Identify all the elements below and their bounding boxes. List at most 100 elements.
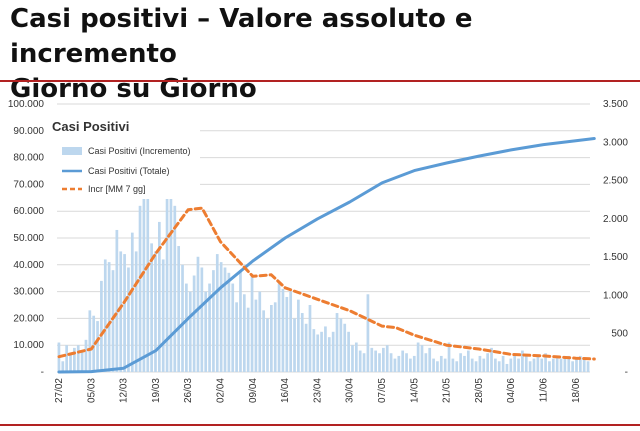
bar [548,361,551,372]
bar [138,205,142,372]
chart-title: Casi Positivi [52,119,129,134]
bar [347,331,350,372]
bar [412,355,416,372]
x-tick-label: 14/05 [409,378,420,403]
bar [335,313,339,372]
bar [258,291,262,372]
bar [358,350,362,372]
right-tick-label: - [625,367,628,378]
bar [405,353,408,372]
bar [289,291,293,372]
bar [200,267,204,372]
x-tick-label: 09/04 [248,378,259,403]
x-tick-label: 23/04 [312,378,323,403]
bar [235,302,238,372]
bar [88,310,92,372]
footer-divider [0,424,640,426]
bar [158,221,161,372]
bar [505,363,509,372]
bar [123,254,126,372]
bar [366,294,370,372]
bar [242,294,246,372]
bar [354,342,358,372]
bar [551,358,555,372]
bar [266,318,269,372]
bar [474,361,478,372]
bar [509,358,513,372]
bar [92,315,96,372]
bar [331,331,335,372]
bar [517,358,520,372]
bar [223,267,227,372]
x-tick-label: 21/05 [442,378,453,403]
left-tick-label: 50.000 [13,233,44,244]
bar [250,275,254,372]
bar [540,358,544,372]
x-tick-label: 12/03 [119,378,130,403]
bar [188,291,192,372]
x-tick-label: 07/05 [377,378,388,403]
bar [304,323,308,372]
page-title: Casi positivi – Valore assoluto e increm… [10,2,630,107]
bar [351,345,354,372]
legend-box [52,113,200,199]
bar [239,270,242,372]
left-tick-label: 100.000 [8,99,45,110]
title-line-1: Casi positivi – Valore assoluto e increm… [10,4,473,69]
left-axis-ticks: - 10.000 20.000 30.000 40.000 50.000 60.000 70.… [8,99,45,378]
bar [185,283,188,372]
x-tick-label: 02/04 [216,378,227,403]
bar [501,355,505,372]
x-tick-label: 30/04 [345,378,356,403]
bar [61,361,65,372]
bar [231,283,235,372]
bar [165,179,169,372]
bar [96,321,99,372]
bar [544,353,547,372]
bar [378,353,381,372]
bar [273,302,277,372]
bar [181,264,184,372]
bar [420,345,424,372]
legend-label-totale: Casi Positivi (Totale) [88,166,170,176]
bar [134,251,138,372]
bar [571,361,574,372]
bar [204,291,208,372]
bar [370,347,374,372]
bar [100,280,103,372]
bar [486,353,489,372]
bar [281,288,285,372]
bar [308,305,312,372]
bar [393,358,397,372]
bar [513,355,517,372]
x-tick-label: 04/06 [506,378,517,403]
left-tick-label: 60.000 [13,206,44,217]
bar [146,122,150,372]
bar [111,270,115,372]
legend-label-incremento: Casi Positivi (Incremento) [88,146,191,156]
title-divider [0,80,640,82]
bar [575,358,578,372]
bar [339,318,343,372]
bar [127,267,130,372]
bar [142,189,146,372]
x-tick-label: 16/04 [280,378,291,403]
bar [169,187,173,372]
left-tick-label: 40.000 [13,260,44,271]
bar [150,243,153,372]
bar [455,361,459,372]
bar [254,299,258,372]
left-tick-label: - [41,367,44,378]
bar [463,355,466,372]
bar [316,334,320,372]
bar [246,307,250,372]
bar [559,358,563,372]
title-line-2: Giorno su Giorno [10,74,257,104]
bar [578,355,582,372]
left-tick-label: 20.000 [13,313,44,324]
bar [84,339,88,372]
bar [107,262,111,372]
left-tick-label: 90.000 [13,126,44,137]
right-tick-label: 1.000 [603,290,628,301]
bar [324,326,327,372]
